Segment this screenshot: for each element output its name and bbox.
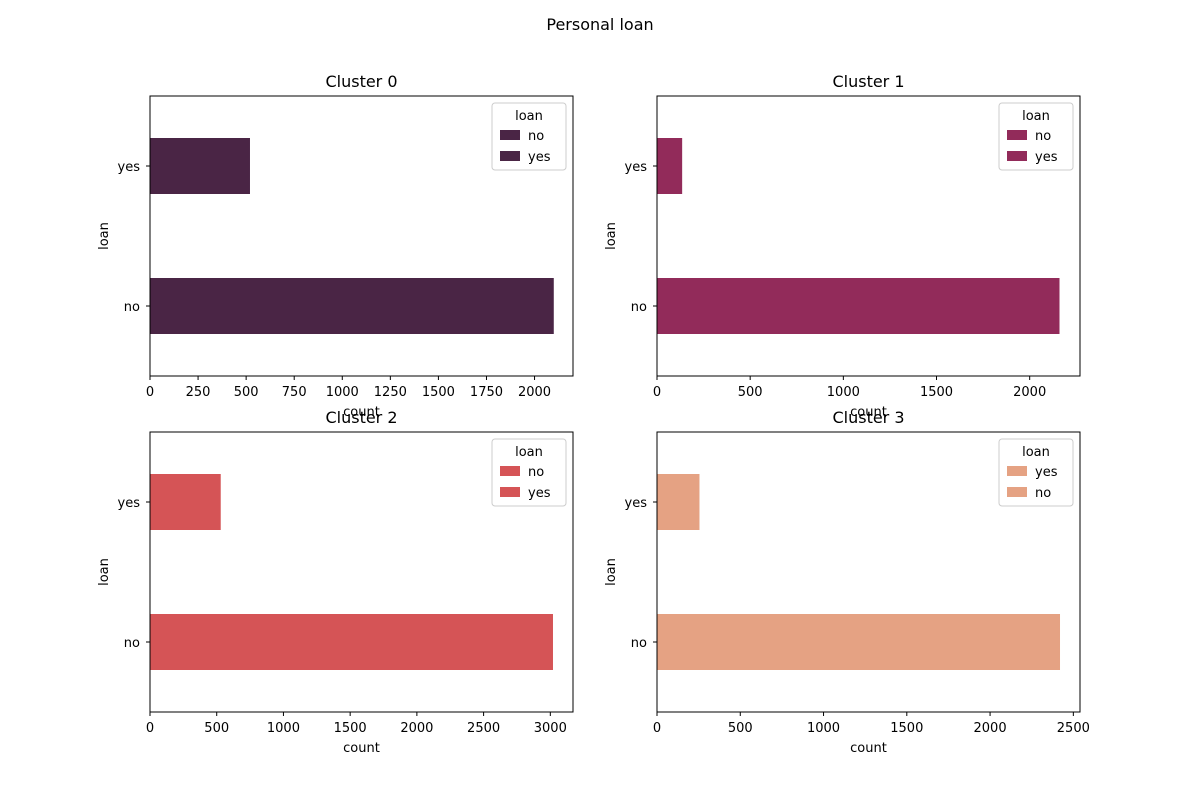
legend-entry-no: no: [1035, 486, 1051, 501]
bar-no: [657, 614, 1061, 670]
legend-entry-no: no: [1035, 129, 1051, 144]
x-tick-label: 250: [186, 385, 211, 400]
x-tick-label: 1500: [422, 385, 455, 400]
legend-entry-no: no: [528, 465, 544, 480]
x-tick-label: 1500: [920, 385, 953, 400]
legend-entry-yes: yes: [528, 150, 551, 165]
y-axis-label: loan: [97, 222, 112, 250]
y-tick-label: yes: [118, 496, 141, 511]
y-tick-label: no: [124, 300, 140, 315]
axes-frame: [656, 431, 1081, 713]
legend-entry-yes: yes: [1035, 150, 1058, 165]
x-tick-label: 1000: [267, 721, 300, 736]
legend-title: loan: [515, 109, 543, 124]
x-tick-label: 500: [204, 721, 229, 736]
x-axis-label: count: [343, 741, 380, 756]
x-tick-label: 500: [738, 385, 763, 400]
x-tick-label: 2000: [518, 385, 551, 400]
legend: loan no yes: [491, 438, 567, 507]
x-tick-label: 500: [234, 385, 259, 400]
legend-swatch: [500, 466, 520, 476]
x-tick-label: 500: [728, 721, 753, 736]
x-tick-label: 1500: [890, 721, 923, 736]
x-tick-label: 1500: [334, 721, 367, 736]
legend-title: loan: [1022, 109, 1050, 124]
y-axis-label: loan: [604, 558, 619, 586]
legend-title: loan: [1022, 445, 1050, 460]
x-axis-label: count: [850, 405, 887, 420]
subplot-title: Cluster 3: [832, 408, 904, 427]
axes-frame: [656, 95, 1081, 377]
legend-swatch: [1007, 487, 1027, 497]
legend-entry-no: no: [528, 129, 544, 144]
legend: loan no yes: [491, 102, 567, 171]
axes-frame: [149, 431, 574, 713]
y-tick-label: no: [631, 636, 647, 651]
y-axis-label: loan: [604, 222, 619, 250]
legend-swatch: [1007, 466, 1027, 476]
y-tick-label: yes: [118, 160, 141, 175]
bar-yes: [150, 138, 250, 194]
x-tick-label: 750: [282, 385, 307, 400]
x-tick-label: 2000: [974, 721, 1007, 736]
bar-no: [150, 278, 554, 334]
x-tick-label: 1750: [470, 385, 503, 400]
legend-swatch: [1007, 151, 1027, 161]
x-tick-label: 1000: [827, 385, 860, 400]
x-tick-label: 0: [146, 385, 154, 400]
y-tick-label: yes: [625, 496, 648, 511]
legend: loan no yes: [998, 102, 1074, 171]
x-axis-label: count: [850, 741, 887, 756]
subplot-3: 0 500 1000 1500 2000 2500 yes no count loan Cluste…: [604, 408, 1090, 756]
bar-no: [150, 614, 553, 670]
x-tick-label: 3000: [534, 721, 567, 736]
x-tick-label: 2000: [1013, 385, 1046, 400]
subplot-0: 0 250 500 750 1000 1250 1500 1750 2000 yes no count…: [97, 72, 574, 420]
x-tick-label: 2000: [400, 721, 433, 736]
x-tick-label: 1250: [374, 385, 407, 400]
subplot-title: Cluster 2: [325, 408, 397, 427]
x-axis-label: count: [343, 405, 380, 420]
y-tick-label: no: [631, 300, 647, 315]
bar-yes: [657, 474, 700, 530]
bar-no: [657, 278, 1060, 334]
bar-yes: [150, 474, 221, 530]
figure-title: Personal loan: [546, 15, 653, 34]
x-tick-label: 0: [653, 721, 661, 736]
y-axis-label: loan: [97, 558, 112, 586]
axes-frame: [149, 95, 574, 377]
x-tick-label: 0: [146, 721, 154, 736]
legend-title: loan: [515, 445, 543, 460]
subplot-1: 0 500 1000 1500 2000 yes no count loan Cluster 1 l…: [604, 72, 1081, 420]
x-tick-label: 2500: [1057, 721, 1090, 736]
x-tick-label: 2500: [467, 721, 500, 736]
subplot-title: Cluster 1: [832, 72, 904, 91]
legend-entry-yes: yes: [1035, 465, 1058, 480]
y-tick-label: yes: [625, 160, 648, 175]
subplot-title: Cluster 0: [325, 72, 397, 91]
x-tick-label: 0: [653, 385, 661, 400]
y-tick-label: no: [124, 636, 140, 651]
bar-yes: [657, 138, 683, 194]
legend-swatch: [1007, 130, 1027, 140]
legend: loan yes no: [998, 438, 1074, 507]
legend-entry-yes: yes: [528, 486, 551, 501]
legend-swatch: [500, 487, 520, 497]
x-tick-label: 1000: [326, 385, 359, 400]
x-tick-label: 1000: [807, 721, 840, 736]
legend-swatch: [500, 130, 520, 140]
legend-swatch: [500, 151, 520, 161]
subplot-2: 0 500 1000 1500 2000 2500 3000 yes no count loan Cl…: [97, 408, 574, 756]
